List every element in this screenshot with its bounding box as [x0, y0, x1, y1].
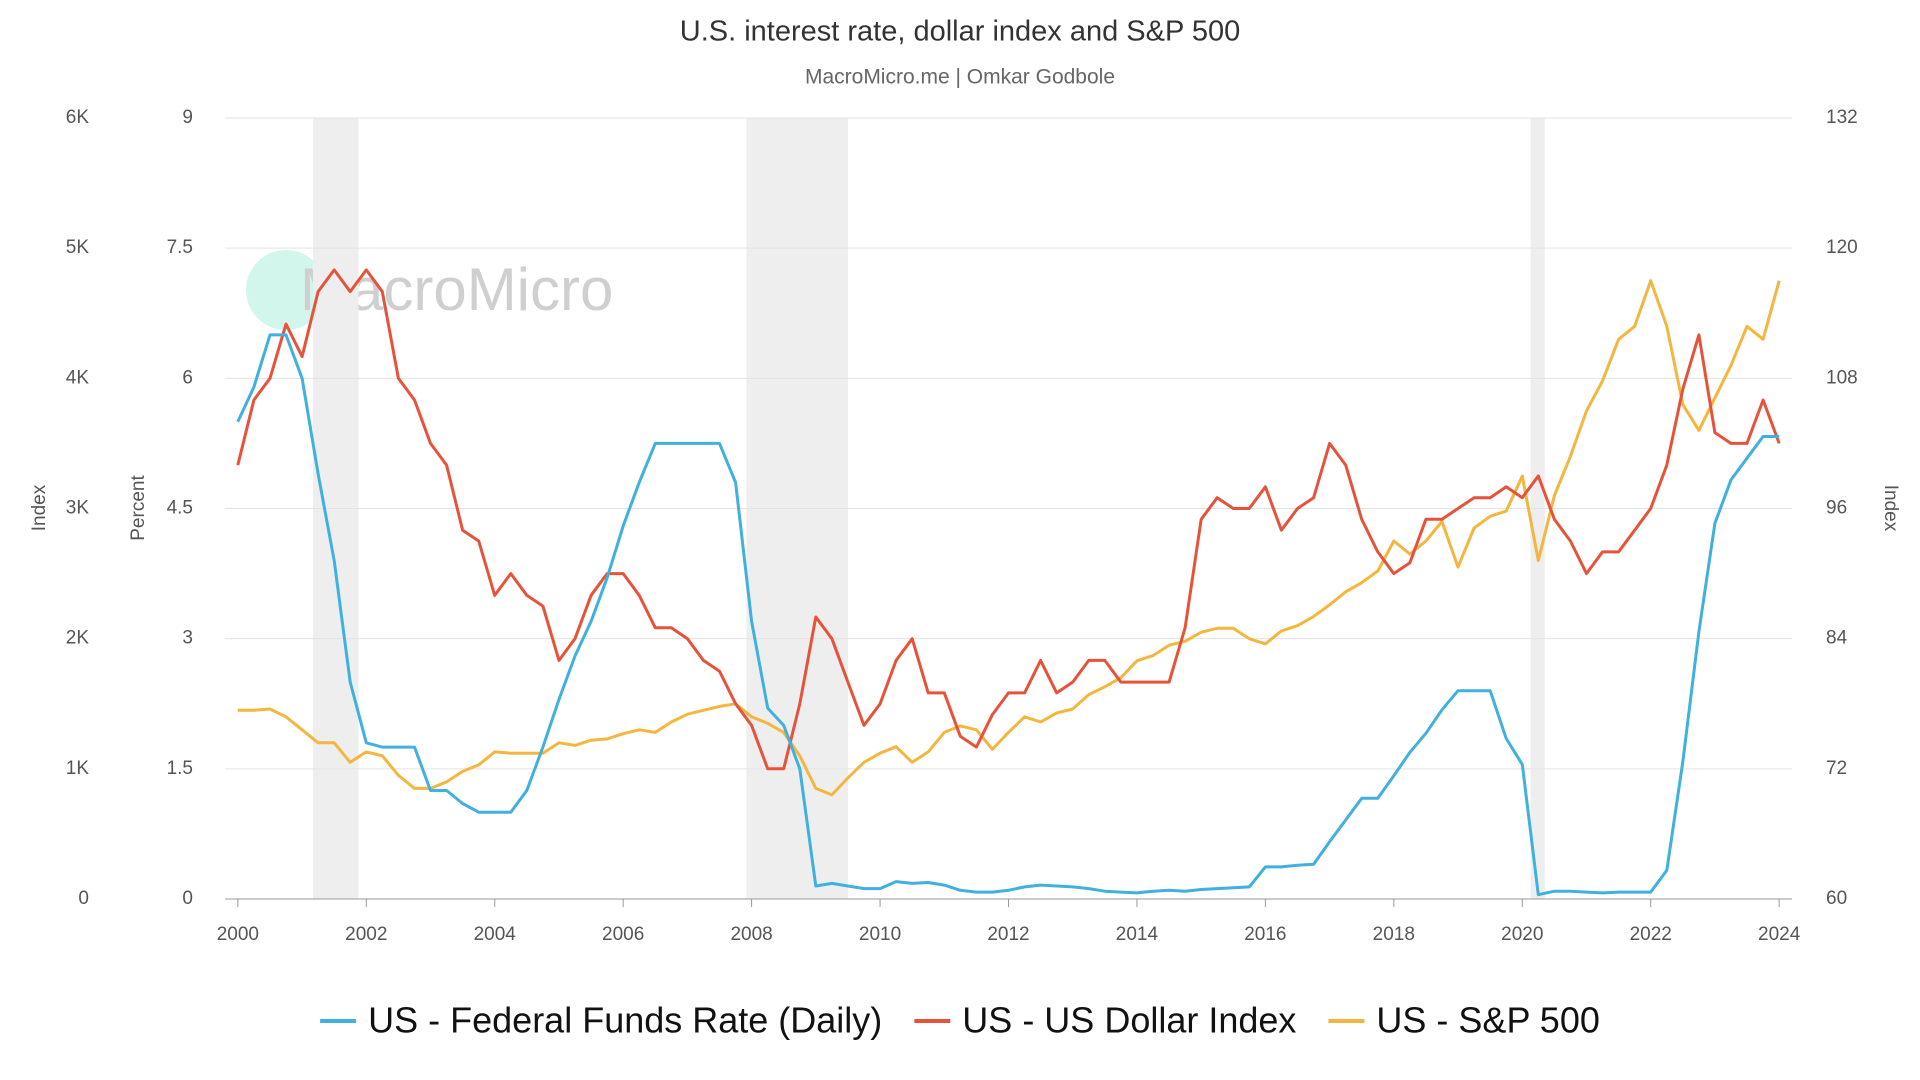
x-tick-label: 2012 [987, 924, 1029, 945]
series-line [237, 279, 1781, 797]
x-tick-label: 2000 [217, 924, 259, 945]
y-tick-label: 3 [182, 628, 193, 649]
y-tick-label: 6 [182, 367, 193, 388]
y-tick-label: 1.5 [167, 758, 193, 779]
x-tick-label: 2014 [1116, 924, 1159, 945]
y2-tick-label: 84 [1826, 628, 1848, 649]
watermark-logo [246, 250, 326, 330]
y-axis-title: Percent [128, 475, 149, 541]
y-tick-label: 9 [182, 107, 193, 128]
legend-label: US - S&P 500 [1376, 1000, 1599, 1041]
legend-label: US - US Dollar Index [962, 1000, 1296, 1041]
y-tick-label: 7.5 [167, 237, 193, 258]
x-tick-label: 2022 [1630, 924, 1672, 945]
legend-label: US - Federal Funds Rate (Daily) [368, 1000, 882, 1041]
x-tick-label: 2020 [1501, 924, 1543, 945]
y3-tick-label: 0 [78, 888, 89, 909]
series-line [236, 268, 1781, 771]
x-tick-label: 2024 [1758, 924, 1801, 945]
y3-tick-label: 5K [66, 237, 90, 258]
y3-tick-label: 1K [66, 758, 90, 779]
y2-tick-label: 120 [1826, 237, 1858, 258]
y2-tick-label: 60 [1826, 888, 1847, 909]
y2-tick-label: 72 [1826, 758, 1847, 779]
y-tick-label: 4.5 [167, 498, 193, 519]
y2-axis-title: Index [1880, 485, 1901, 532]
chart-subtitle: MacroMicro.me | Omkar Godbole [805, 66, 1115, 89]
x-tick-label: 2010 [859, 924, 901, 945]
series-line [236, 333, 1780, 897]
x-tick-label: 2018 [1373, 924, 1415, 945]
y2-tick-label: 132 [1826, 107, 1858, 128]
y-tick-label: 0 [182, 888, 193, 909]
y3-tick-label: 4K [66, 367, 90, 388]
y3-tick-label: 6K [66, 107, 90, 128]
x-tick-label: 2004 [474, 924, 517, 945]
y3-tick-label: 3K [66, 498, 90, 519]
chart-title: U.S. interest rate, dollar index and S&P… [680, 16, 1240, 48]
y2-tick-label: 96 [1826, 498, 1847, 519]
y2-tick-label: 108 [1826, 367, 1858, 388]
y3-tick-label: 2K [66, 628, 90, 649]
y3-axis-title: Index [29, 484, 50, 531]
legend: US - Federal Funds Rate (Daily) US - US D… [320, 1000, 1600, 1041]
x-tick-label: 2008 [730, 924, 772, 945]
x-tick-label: 2016 [1244, 924, 1286, 945]
x-tick-label: 2006 [602, 924, 644, 945]
x-tick-label: 2002 [345, 924, 387, 945]
